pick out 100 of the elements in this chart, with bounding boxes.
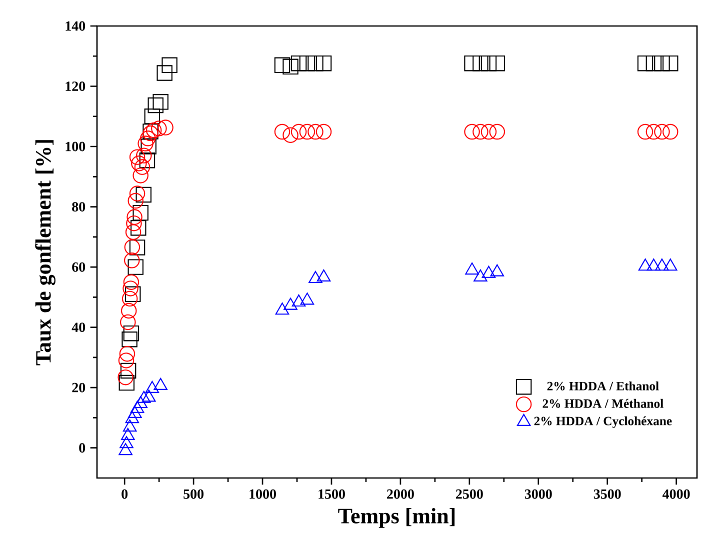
- point: [124, 252, 140, 268]
- point: [646, 258, 661, 271]
- x-tick-label: 0: [122, 489, 128, 499]
- y-tick-label: 20: [72, 382, 86, 392]
- point: [472, 55, 488, 72]
- point: [290, 124, 307, 140]
- point: [132, 168, 148, 184]
- point: [130, 220, 146, 236]
- point: [120, 314, 136, 330]
- point: [638, 258, 652, 271]
- x-tick-label: 3000: [524, 489, 552, 499]
- point: [275, 302, 290, 315]
- point: [152, 94, 168, 110]
- point: [118, 369, 134, 386]
- point: [662, 124, 678, 140]
- point: [136, 186, 152, 203]
- point: [490, 264, 504, 276]
- legend-label: 2% HDDA / Méthanol: [542, 398, 664, 408]
- point: [290, 55, 307, 72]
- point: [663, 258, 678, 271]
- point: [464, 55, 480, 72]
- point: [162, 57, 178, 74]
- point: [118, 443, 132, 456]
- point: [122, 290, 138, 307]
- point: [489, 55, 506, 72]
- point: [124, 239, 140, 256]
- x-tick-label: 2000: [387, 489, 414, 499]
- point: [122, 332, 138, 348]
- point: [128, 192, 144, 209]
- point: [123, 274, 140, 290]
- y-tick-label: 140: [66, 21, 86, 31]
- point: [122, 280, 138, 296]
- legend-label: 2% HDDA / Cyclohéxane: [534, 416, 672, 428]
- point: [122, 419, 137, 432]
- point: [128, 406, 142, 418]
- point: [139, 152, 156, 168]
- point: [154, 378, 168, 390]
- point: [140, 138, 156, 154]
- point: [480, 124, 497, 140]
- point: [274, 57, 290, 74]
- point: [137, 390, 151, 403]
- point: [123, 325, 140, 342]
- point: [637, 124, 654, 140]
- y-tick-label: 100: [66, 142, 86, 152]
- point: [299, 124, 316, 140]
- point: [637, 55, 654, 72]
- point: [282, 58, 298, 75]
- point: [128, 259, 144, 275]
- point: [284, 298, 298, 310]
- point: [118, 352, 134, 368]
- point: [474, 269, 488, 282]
- y-tick-label: 0: [79, 443, 86, 453]
- point: [316, 269, 331, 282]
- point: [316, 124, 332, 140]
- y-tick-label: 120: [66, 82, 86, 91]
- point: [140, 130, 156, 146]
- point: [316, 55, 332, 72]
- point: [464, 124, 480, 140]
- point: [646, 55, 662, 72]
- point: [136, 148, 152, 164]
- point: [480, 55, 497, 72]
- point: [125, 411, 140, 424]
- point: [125, 286, 141, 302]
- point: [121, 428, 135, 440]
- point: [134, 159, 150, 175]
- x-tick-label: 4000: [662, 489, 690, 499]
- point: [129, 149, 146, 165]
- point: [300, 292, 314, 305]
- point: [292, 294, 306, 307]
- point: [129, 240, 146, 256]
- y-tick-label: 40: [72, 322, 86, 332]
- point: [482, 266, 496, 278]
- x-tick-label: 1000: [250, 489, 276, 499]
- point: [132, 204, 148, 221]
- point: [120, 436, 134, 448]
- point: [282, 127, 298, 143]
- point: [142, 390, 156, 402]
- point: [120, 362, 136, 379]
- x-tick-label: 2500: [456, 489, 483, 499]
- point: [119, 346, 136, 362]
- y-tick-label: 60: [72, 262, 86, 272]
- legend-label: 2% HDDA / Ethanol: [547, 381, 659, 390]
- point: [465, 262, 479, 275]
- point: [144, 108, 160, 124]
- y-tick-label: 80: [72, 202, 86, 212]
- point: [138, 136, 154, 152]
- point: [308, 124, 324, 140]
- point: [125, 224, 142, 240]
- point: [126, 215, 142, 232]
- point: [274, 124, 290, 140]
- point: [308, 55, 324, 72]
- point: [489, 124, 506, 140]
- point: [134, 396, 148, 408]
- point: [655, 258, 669, 271]
- point: [146, 122, 162, 138]
- point: [662, 55, 678, 72]
- point: [120, 302, 137, 319]
- point: [148, 97, 164, 114]
- point: [299, 55, 316, 72]
- point: [158, 120, 174, 136]
